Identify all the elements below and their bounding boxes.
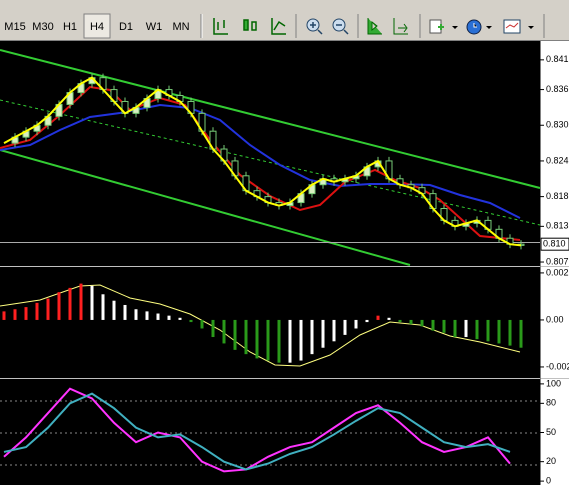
histogram-bar <box>497 319 501 344</box>
histogram-bar <box>387 317 391 320</box>
y-tick-label: 20 <box>546 456 556 466</box>
histogram-bar <box>420 319 424 327</box>
timeframe-button[interactable]: W1 <box>145 21 163 33</box>
histogram-bar <box>409 319 413 325</box>
histogram-bar <box>255 319 259 359</box>
timeframe-button[interactable]: H4 <box>89 21 105 33</box>
timeframe-button[interactable]: H1 <box>62 21 78 33</box>
y-tick-label: 0.836 <box>546 84 569 94</box>
y-tick-label: 0 <box>546 475 551 485</box>
histogram-bar <box>167 315 171 320</box>
histogram-bar <box>178 317 182 320</box>
histogram-bar <box>112 300 116 320</box>
histogram-bar <box>266 319 270 361</box>
y-tick-label: 0.0022 <box>546 267 569 277</box>
histogram-bar <box>310 319 314 355</box>
histogram-bar <box>68 287 72 320</box>
histogram-bar <box>222 319 226 344</box>
histogram-bar <box>244 319 248 355</box>
y-tick-label: 0.824 <box>546 155 569 165</box>
histogram-bar <box>123 304 127 320</box>
histogram-bar <box>442 319 446 333</box>
histogram-bar <box>101 294 105 320</box>
timeframe-button[interactable]: M15 <box>4 21 26 33</box>
oscillator-line <box>3 387 511 473</box>
toolbar: M15 M30 H1 H4 D1 W1 MN <box>0 0 569 41</box>
histogram-bar <box>145 311 149 320</box>
y-tick-label: 0.818 <box>546 191 569 201</box>
timeframe-button[interactable]: MN <box>172 21 190 33</box>
histogram-bar <box>486 319 490 342</box>
y-tick-label: 80 <box>546 398 556 408</box>
close-line <box>3 76 522 247</box>
y-tick-label: 0.00 <box>546 314 564 324</box>
y-tick-label: 100 <box>546 378 561 388</box>
histogram-bar <box>343 319 347 335</box>
current-price-label: 0.810 <box>543 239 566 249</box>
histogram-bar <box>189 319 193 323</box>
histogram-bar <box>57 292 61 320</box>
histogram-bar <box>464 319 468 338</box>
histogram-bar <box>376 315 380 320</box>
histogram-bar <box>156 313 160 320</box>
y-tick-label: 0.841 <box>546 54 569 64</box>
y-tick-label: -0.0022 <box>546 361 569 371</box>
histogram-bar <box>2 311 6 320</box>
histogram-bar <box>46 298 50 320</box>
histogram-bar <box>79 283 83 320</box>
histogram-bar <box>299 319 303 361</box>
histogram-bar <box>453 319 457 338</box>
histogram-bar <box>354 319 358 329</box>
y-tick-label: 50 <box>546 427 556 437</box>
histogram-bar <box>200 319 204 329</box>
histogram-bar <box>211 319 215 338</box>
histogram-bar <box>90 285 94 320</box>
y-tick-label: 0.830 <box>546 120 569 130</box>
histogram-bar <box>519 319 523 348</box>
current-price-box <box>540 237 569 251</box>
histogram-bar <box>508 319 512 346</box>
histogram-bar <box>332 319 336 342</box>
oscillator-line <box>3 392 511 471</box>
y-tick-label: 0.813 <box>546 221 569 231</box>
histogram-bar <box>24 307 28 320</box>
y-tick-label: 0.807 <box>546 256 569 266</box>
histogram-bar <box>134 309 138 320</box>
histogram-bar <box>35 302 39 320</box>
histogram-bar <box>475 319 479 340</box>
histogram-bar <box>277 319 281 363</box>
toolbar-icons <box>83 13 545 39</box>
histogram-bar <box>365 319 369 323</box>
histogram-bar <box>13 309 17 320</box>
histogram-bar <box>233 319 237 350</box>
timeframe-button[interactable]: M30 <box>32 21 54 33</box>
timeframe-button[interactable]: D1 <box>118 21 134 33</box>
histogram-bar <box>321 319 325 348</box>
histogram-bar <box>398 319 402 323</box>
chart: 0.841 0.836 0.830 0.824 0.818 0.813 0.807 0.810… <box>0 41 569 485</box>
histogram-bar <box>288 319 292 363</box>
histogram-bar <box>431 319 435 331</box>
